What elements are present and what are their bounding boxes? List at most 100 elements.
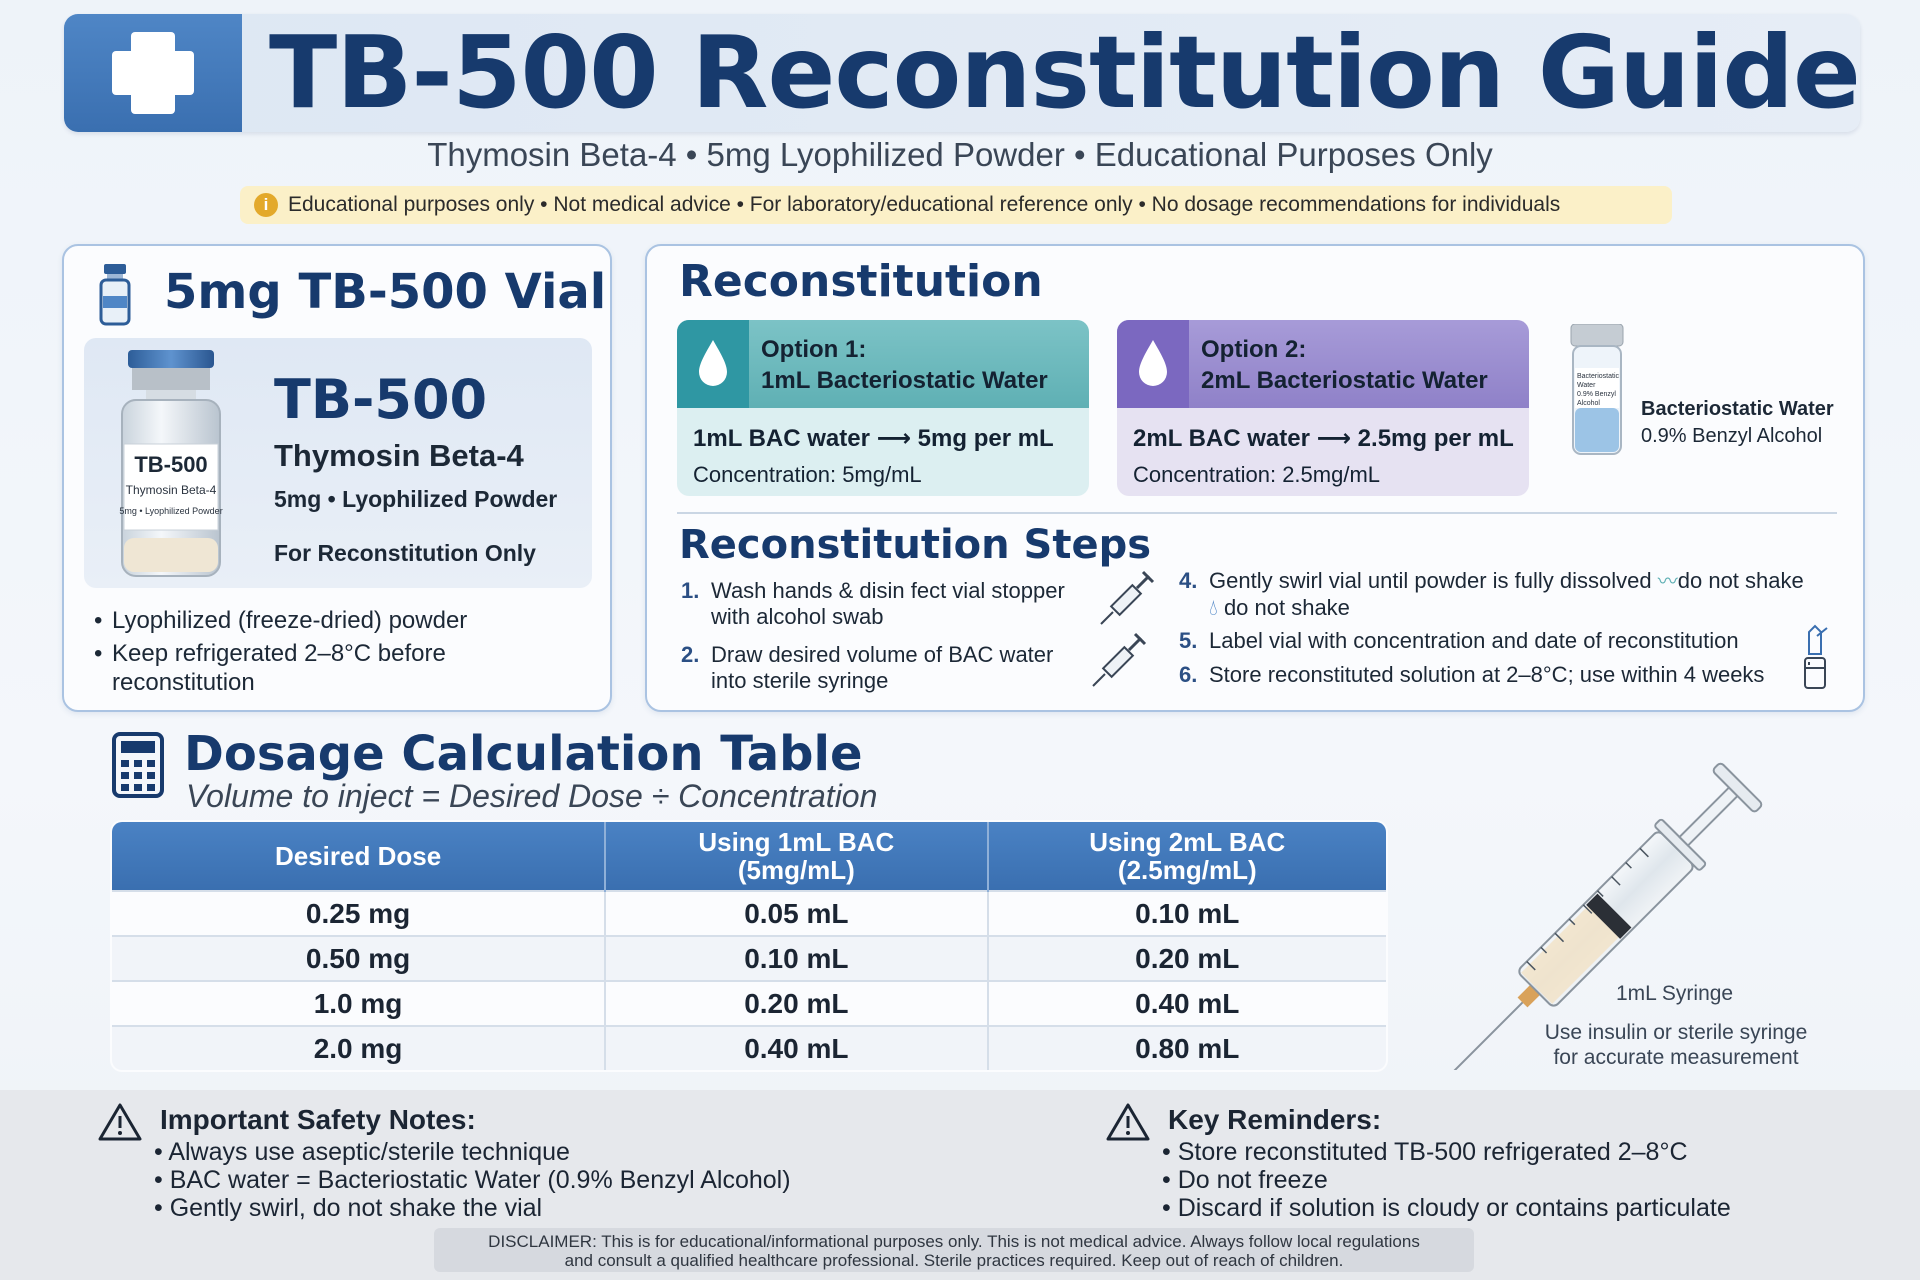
vial-panel: TB-500 Thymosin Beta-4 5mg • Lyophilized… — [84, 338, 592, 588]
dosage-title: Dosage Calculation Table — [184, 726, 863, 782]
svg-text:0.9% Benzyl: 0.9% Benzyl — [1577, 391, 1616, 398]
warning-icon — [98, 1103, 142, 1141]
column-header: Using 2mL BAC (2.5mg/mL) — [987, 822, 1386, 891]
option-2-box: Option 2: 2mL Bacteriostatic Water 2mL B… — [1117, 320, 1529, 496]
vial-notes-list: Lyophilized (freeze-dried) powder Keep r… — [94, 606, 594, 701]
notice-text: Educational purposes only • Not medical … — [288, 193, 1561, 216]
table-cell: 0.50 mg — [112, 935, 607, 981]
water-drop-icon — [1117, 320, 1189, 408]
list-item: Discard if solution is cloudy or contain… — [1162, 1194, 1731, 1222]
step-text: Wash hands & disin fect vial stopper wit… — [711, 578, 1065, 629]
calculator-icon — [112, 732, 164, 798]
syringe-caption: 1mL Syringe — [1616, 982, 1734, 1005]
table-cell: 0.25 mg — [112, 890, 607, 936]
safety-title: Important Safety Notes: — [160, 1104, 476, 1135]
disclaimer-line1: DISCLAIMER: This is for educational/info… — [488, 1232, 1420, 1251]
product-full-name: Thymosin Beta-4 — [274, 438, 524, 473]
option-1-label-line1: Option 1: — [761, 336, 867, 363]
page-title: TB-500 Reconstitution Guide — [269, 14, 1860, 131]
syringe-illustration — [1452, 762, 1763, 1070]
option-1-box: Option 1: 1mL Bacteriostatic Water 1mL B… — [677, 320, 1089, 496]
vial-label-spec: 5mg • Lyophilized Powder — [119, 506, 222, 516]
option-2-label-line1: Option 2: — [1201, 336, 1307, 363]
vial-label-sub: Thymosin Beta-4 — [126, 483, 217, 497]
option-1-label-line2: 1mL Bacteriostatic Water — [761, 367, 1048, 394]
bac-water-label: Bacteriostatic Water 0.9% Benzyl Alcohol — [1641, 396, 1834, 450]
warning-icon — [1106, 1103, 1150, 1141]
disclaimer-line2: and consult a qualified healthcare profe… — [564, 1251, 1344, 1270]
section-divider — [677, 512, 1837, 514]
svg-text:Water: Water — [1577, 382, 1596, 389]
product-spec: 5mg • Lyophilized Powder — [274, 486, 558, 512]
product-name: TB-500 — [274, 368, 488, 431]
table-cell: 0.05 mL — [605, 890, 989, 936]
step-text: Label vial with concentration and date o… — [1209, 628, 1739, 653]
disclaimer: DISCLAIMER: This is for educational/info… — [434, 1228, 1474, 1272]
table-cell: 0.40 mL — [987, 980, 1386, 1026]
syringe-icon — [1092, 632, 1147, 687]
step-text: Store reconstituted solution at 2–8°C; u… — [1209, 662, 1765, 687]
swirl-icon: 〰 — [1657, 571, 1678, 593]
svg-text:Alcohol: Alcohol — [1577, 400, 1600, 407]
step-text-warning-2: do not shake — [1223, 595, 1350, 620]
step-number: 2. — [681, 642, 700, 667]
list-item: Keep refrigerated 2–8°C before reconstit… — [94, 639, 594, 697]
table-cell: 0.40 mL — [605, 1025, 989, 1070]
list-item: BAC water = Bacteriostatic Water (0.9% B… — [154, 1166, 791, 1194]
page-subtitle: Thymosin Beta-4 • 5mg Lyophilized Powder… — [427, 136, 1493, 173]
step-text: Draw desired volume of BAC water into st… — [711, 642, 1054, 693]
table-row: 0.50 mg 0.10 mL 0.20 mL — [112, 935, 1386, 981]
product-use: For Reconstitution Only — [274, 540, 536, 566]
table-cell: 1.0 mg — [112, 980, 607, 1026]
step-number: 5. — [1179, 628, 1198, 653]
option-1-formula: 1mL BAC water ⟶ 5mg per mL — [693, 425, 1054, 452]
header-bar: TB-500 Reconstitution Guide — [64, 14, 1860, 132]
vial-illustration: TB-500 Thymosin Beta-4 5mg • Lyophilized… — [119, 350, 223, 577]
option-1-concentration: Concentration: 5mg/mL — [693, 462, 922, 487]
option-2-header: Option 2: 2mL Bacteriostatic Water — [1117, 320, 1529, 408]
vial-card: 5mg TB-500 Vial TB-500 Thymo — [62, 244, 612, 712]
table-header-row: Desired Dose Using 1mL BAC (5mg/mL) Usin… — [112, 822, 1386, 891]
step-number: 6. — [1179, 662, 1198, 687]
drop-icon: 💧︎ — [1209, 595, 1218, 620]
dosage-table: Desired Dose Using 1mL BAC (5mg/mL) Usin… — [110, 820, 1388, 1072]
vial-card-title: 5mg TB-500 Vial — [164, 264, 607, 320]
water-drop-icon — [677, 320, 749, 408]
syringe-icon — [1100, 570, 1155, 625]
list-item: Always use aseptic/sterile technique — [154, 1138, 791, 1166]
svg-text:Bacteriostatic: Bacteriostatic — [1577, 373, 1620, 380]
fridge-icon — [1804, 657, 1826, 689]
option-2-formula: 2mL BAC water ⟶ 2.5mg per mL — [1133, 425, 1514, 452]
column-header: Desired Dose — [112, 822, 607, 891]
step-number: 4. — [1179, 568, 1198, 593]
reconstitution-card: Reconstitution Option 1: 1mL Bacteriosta… — [645, 244, 1865, 712]
step-text: Gently swirl vial until powder is fully … — [1209, 568, 1652, 593]
vial-label-name: TB-500 — [134, 452, 207, 477]
bac-label-line2: 0.9% Benzyl Alcohol — [1641, 425, 1823, 447]
option-2-label-line2: 2mL Bacteriostatic Water — [1201, 367, 1488, 394]
list-item: Gently swirl, do not shake the vial — [154, 1194, 791, 1222]
reminders-title: Key Reminders: — [1168, 1104, 1382, 1135]
table-row: 2.0 mg 0.40 mL 0.80 mL — [112, 1025, 1386, 1070]
table-row: 1.0 mg 0.20 mL 0.40 mL — [112, 980, 1386, 1026]
notice-banner: i Educational purposes only • Not medica… — [240, 186, 1672, 224]
option-1-header: Option 1: 1mL Bacteriostatic Water — [677, 320, 1089, 408]
list-item: Do not freeze — [1162, 1166, 1731, 1194]
medical-cross-icon — [64, 14, 242, 132]
table-cell: 0.20 mL — [987, 935, 1386, 981]
vial-icon — [99, 264, 131, 326]
reconstitution-title: Reconstitution — [679, 256, 1043, 307]
table-cell: 0.80 mL — [987, 1025, 1386, 1070]
step-number: 1. — [681, 578, 700, 603]
table-row: 0.25 mg 0.05 mL 0.10 mL — [112, 890, 1386, 936]
list-item: Lyophilized (freeze-dried) powder — [94, 606, 594, 635]
bac-water-bottle-icon: Bacteriostatic Water 0.9% Benzyl Alcohol — [1570, 324, 1624, 455]
table-cell: 0.10 mL — [987, 890, 1386, 936]
list-item: Store reconstituted TB-500 refrigerated … — [1162, 1138, 1731, 1166]
step-text-warning: do not shake — [1677, 568, 1804, 593]
info-icon: i — [254, 193, 278, 217]
option-2-concentration: Concentration: 2.5mg/mL — [1133, 462, 1381, 487]
dosage-formula: Volume to inject = Desired Dose ÷ Concen… — [186, 778, 878, 814]
syringe-note: Use insulin or sterile syringe for accur… — [1544, 1021, 1808, 1069]
steps-title: Reconstitution Steps — [679, 522, 1152, 568]
